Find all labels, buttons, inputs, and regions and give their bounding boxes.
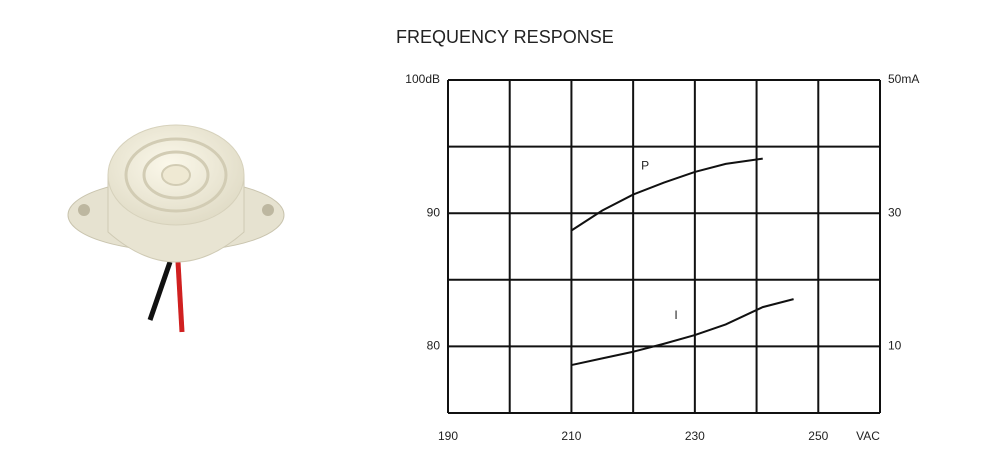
- series-label: P: [641, 159, 649, 173]
- y-tick-label: 90: [427, 205, 441, 219]
- x-tick-label: 210: [561, 429, 581, 443]
- chart-title: FREQUENCY RESPONSE: [396, 27, 614, 47]
- x-axis-label: VAC: [856, 429, 880, 443]
- buzzer-photo: [67, 124, 285, 333]
- y-tick-label: 100dB: [405, 72, 440, 86]
- series-line: [571, 298, 794, 367]
- x-tick-label: 230: [685, 429, 705, 443]
- y2-tick-label: 30: [888, 205, 902, 219]
- x-tick-label: 250: [808, 429, 828, 443]
- series-label: I: [674, 308, 677, 322]
- series-line: [570, 157, 763, 232]
- y2-tick-label: 10: [888, 339, 902, 353]
- y2-tick-label: 50mA: [888, 72, 919, 86]
- x-tick-label: 190: [438, 429, 458, 443]
- y-tick-label: 80: [427, 339, 441, 353]
